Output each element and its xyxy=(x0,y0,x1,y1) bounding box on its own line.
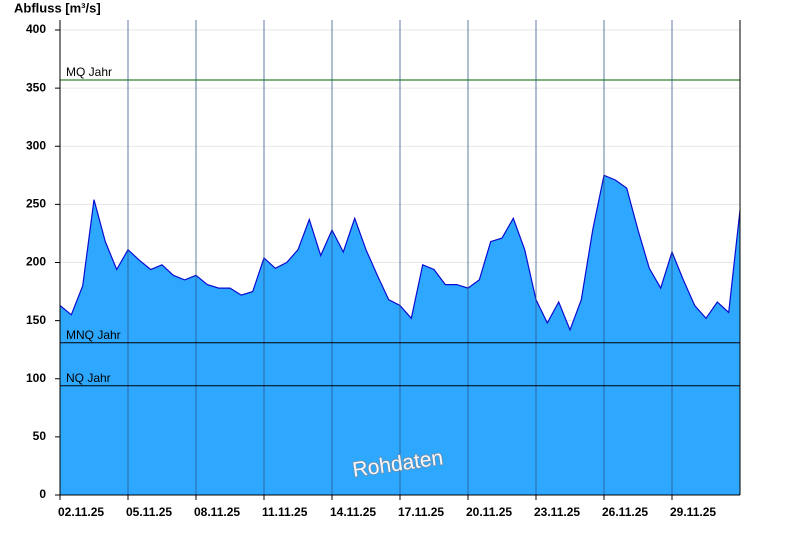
y-tick-label: 400 xyxy=(26,22,46,36)
x-tick-label: 26.11.25 xyxy=(602,505,648,519)
reference-label: MQ Jahr xyxy=(66,65,112,79)
y-tick-label: 0 xyxy=(39,487,46,501)
y-tick-label: 250 xyxy=(26,197,46,211)
x-tick-label: 14.11.25 xyxy=(330,505,376,519)
x-tick-label: 02.11.25 xyxy=(58,505,104,519)
x-tick-label: 11.11.25 xyxy=(262,505,308,519)
y-tick-label: 200 xyxy=(26,255,46,269)
x-tick-label: 23.11.25 xyxy=(534,505,580,519)
y-tick-label: 100 xyxy=(26,371,46,385)
y-tick-label: 150 xyxy=(26,313,46,327)
y-axis-label: Abfluss [m³/s] xyxy=(14,0,101,15)
reference-label: NQ Jahr xyxy=(66,371,111,385)
x-tick-label: 05.11.25 xyxy=(126,505,172,519)
reference-label: MNQ Jahr xyxy=(66,328,121,342)
y-tick-label: 50 xyxy=(33,429,47,443)
y-tick-label: 300 xyxy=(26,138,46,152)
x-tick-label: 29.11.25 xyxy=(670,505,716,519)
x-tick-label: 17.11.25 xyxy=(398,505,444,519)
x-tick-label: 08.11.25 xyxy=(194,505,240,519)
x-tick-label: 20.11.25 xyxy=(466,505,512,519)
y-tick-label: 350 xyxy=(26,80,46,94)
